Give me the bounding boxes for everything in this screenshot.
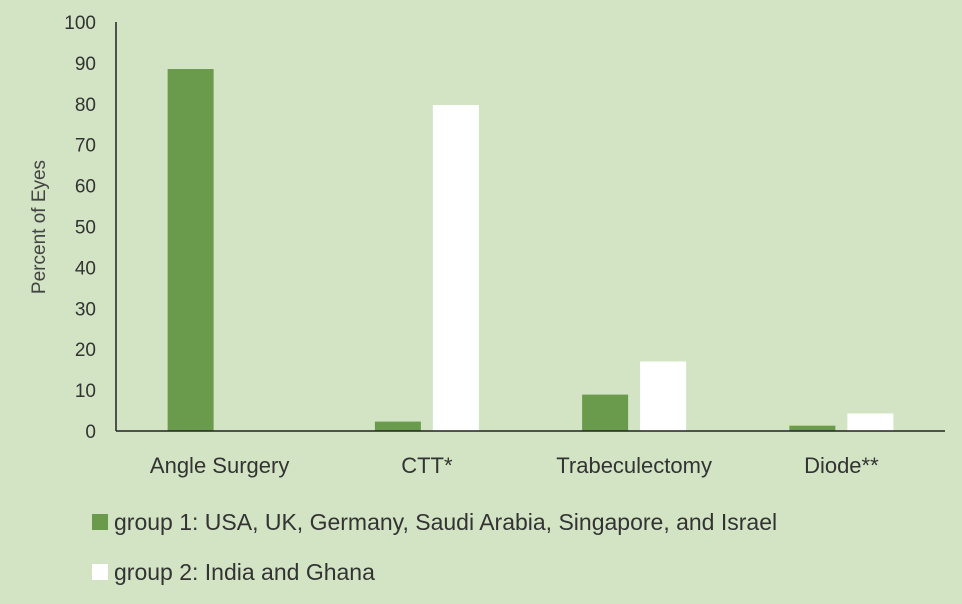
legend-item-group-1: group 1: USA, UK, Germany, Saudi Arabia,… [92, 504, 777, 540]
y-tick-label: 0 [85, 422, 96, 443]
legend-label-group-2: group 2: India and Ghana [114, 558, 375, 585]
legend-item-group-2: group 2: India and Ghana [92, 554, 777, 590]
y-tick-label: 50 [75, 218, 96, 239]
y-tick-label: 70 [75, 136, 96, 157]
x-category-label: Diode** [804, 453, 879, 478]
bar-series-2-cat-4 [847, 413, 894, 431]
x-category-label: Angle Surgery [150, 453, 289, 478]
y-axis-title: Percent of Eyes [29, 160, 50, 294]
x-category-label: Trabeculectomy [556, 453, 712, 478]
chart: Percent of Eyes 0 10 20 30 40 50 60 70 80 90 100 A… [29, 13, 945, 478]
y-tick-label: 60 [75, 177, 96, 198]
legend: group 1: USA, UK, Germany, Saudi Arabia,… [92, 504, 777, 604]
bar-series-1-cat-4 [789, 425, 836, 431]
x-category-label: CTT* [401, 453, 453, 478]
y-tick-label: 100 [64, 13, 96, 34]
y-tick-label: 10 [75, 381, 96, 402]
y-tick-label: 90 [75, 54, 96, 75]
legend-swatch-group-1 [92, 514, 108, 530]
y-tick-label: 80 [75, 95, 96, 116]
y-tick-label: 30 [75, 299, 96, 320]
bar-series-1-cat-2 [374, 421, 421, 431]
legend-label-group-1: group 1: USA, UK, Germany, Saudi Arabia,… [114, 508, 778, 535]
bar-series-1-cat-3 [582, 394, 629, 431]
bar-series-1-cat-1 [167, 69, 214, 431]
y-tick-label: 20 [75, 340, 96, 361]
y-tick-label: 40 [75, 258, 96, 279]
legend-swatch-group-2 [92, 564, 108, 580]
bar-series-2-cat-3 [640, 361, 687, 431]
bar-series-2-cat-2 [432, 105, 479, 431]
